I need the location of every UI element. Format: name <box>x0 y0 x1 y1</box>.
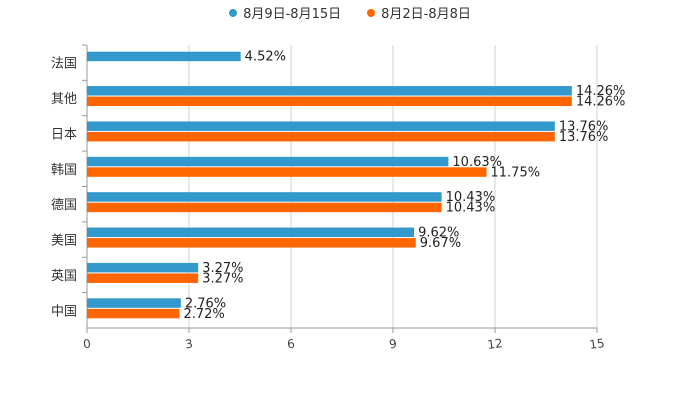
y-tick-label: 法国 <box>51 57 77 72</box>
data-label-series-2: 3.27% <box>202 271 243 286</box>
bar-series-2 <box>87 202 442 213</box>
legend-marker-series-1 <box>229 8 238 17</box>
bar-series-1 <box>87 262 199 273</box>
data-label-series-2: 13.76% <box>559 130 609 145</box>
x-tick-label: 3 <box>184 337 194 352</box>
bar-series-2 <box>87 273 199 283</box>
data-label-series-1: 10.63% <box>452 155 502 170</box>
bar-series-1 <box>87 192 442 202</box>
bar-series-1 <box>87 121 555 131</box>
legend-label-series-1: 8月9日-8月15日 <box>243 7 342 22</box>
data-label-series-1: 2.76% <box>185 296 226 311</box>
y-tick-label: 英国 <box>51 269 77 284</box>
bar-series-1 <box>87 86 572 96</box>
bar-series-2 <box>87 308 180 319</box>
data-label-series-1: 14.26% <box>576 84 626 99</box>
y-tick-label: 中国 <box>51 304 77 319</box>
y-tick-label: 韩国 <box>51 163 77 178</box>
bar-series-2 <box>87 96 572 107</box>
x-tick-label: 15 <box>588 336 605 352</box>
bar-series-2 <box>87 131 555 142</box>
x-tick-label: 0 <box>82 337 92 352</box>
legend-item-series-2[interactable]: 8月2日-8月8日 <box>367 3 471 22</box>
data-label-series-2: 9.67% <box>420 236 461 251</box>
bar-series-1 <box>87 227 415 238</box>
data-label-series-1: 3.27% <box>202 261 243 276</box>
bar-series-1 <box>87 156 449 167</box>
bar-series-1 <box>87 298 181 308</box>
x-tick-label: 6 <box>286 337 296 352</box>
y-tick-label: 德国 <box>51 198 77 213</box>
data-label-series-2: 10.43% <box>446 201 496 216</box>
data-label-series-1: 9.62% <box>418 226 459 241</box>
data-label-series-1: 13.76% <box>559 119 609 134</box>
data-label-series-2: 14.26% <box>576 95 626 110</box>
legend: 8月9日-8月15日 8月2日-8月8日 <box>0 3 700 22</box>
bar-series-2 <box>87 167 487 177</box>
data-label-series-2: 2.72% <box>183 307 224 322</box>
legend-label-series-2: 8月2日-8月8日 <box>381 7 471 22</box>
data-label-series-1: 10.43% <box>446 190 496 205</box>
y-tick-label: 日本 <box>51 127 77 142</box>
legend-item-series-1[interactable]: 8月9日-8月15日 <box>229 3 341 22</box>
data-label-series-2: 11.75% <box>491 165 541 180</box>
y-tick-label: 其他 <box>51 92 77 107</box>
bar-series-1 <box>87 51 241 62</box>
data-label-series-1: 4.52% <box>245 50 286 65</box>
legend-marker-series-2 <box>367 8 376 17</box>
bar-series-2 <box>87 238 416 248</box>
y-tick-label: 美国 <box>51 234 77 249</box>
x-tick-label: 12 <box>486 336 503 352</box>
x-tick-label: 9 <box>388 337 398 352</box>
